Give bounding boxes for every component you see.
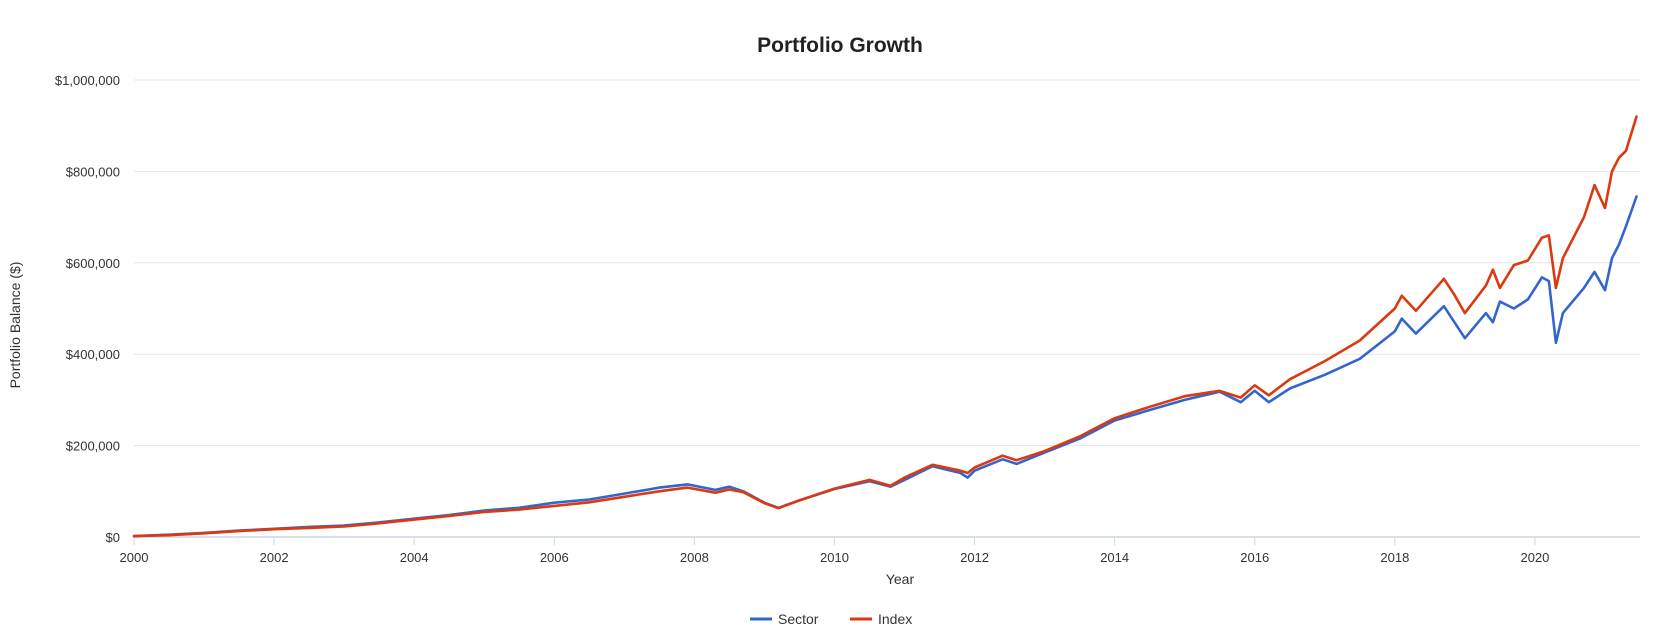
x-tick-label: 2010: [820, 550, 849, 565]
axes: $0 $200,000 $400,000 $600,000 $800,000 $1,000…: [55, 73, 1640, 565]
chart-title: Portfolio Growth: [757, 34, 923, 57]
x-tick-label: 2014: [1100, 550, 1129, 565]
x-tick-label: 2002: [260, 550, 289, 565]
legend-label: Sector: [778, 611, 819, 627]
x-tick-label: 2016: [1240, 550, 1269, 565]
y-tick-label: $1,000,000: [55, 73, 120, 88]
y-tick-label: $0: [106, 530, 120, 545]
series-lines[interactable]: [132, 115, 1638, 538]
x-axis-label: Year: [886, 571, 915, 587]
legend-label: Index: [878, 611, 912, 627]
y-tick-label: $800,000: [66, 164, 120, 179]
x-tick-label: 2006: [540, 550, 569, 565]
x-tick-label: 2020: [1520, 550, 1549, 565]
y-axis-label: Portfolio Balance ($): [7, 262, 23, 389]
y-tick-label: $200,000: [66, 439, 120, 454]
legend-item-sector[interactable]: Sector: [750, 611, 819, 627]
x-tick-label: 2000: [120, 550, 149, 565]
series-line-index[interactable]: [132, 115, 1638, 538]
legend[interactable]: Sector Index: [750, 611, 912, 627]
x-tick-label: 2008: [680, 550, 709, 565]
x-tick-label: 2004: [400, 550, 429, 565]
x-tick-label: 2012: [960, 550, 989, 565]
series-line-sector[interactable]: [132, 195, 1638, 538]
x-tick-label: 2018: [1380, 550, 1409, 565]
legend-item-index[interactable]: Index: [850, 611, 912, 627]
y-tick-label: $400,000: [66, 347, 120, 362]
grid-lines: [134, 79, 1640, 447]
y-tick-label: $600,000: [66, 256, 120, 271]
